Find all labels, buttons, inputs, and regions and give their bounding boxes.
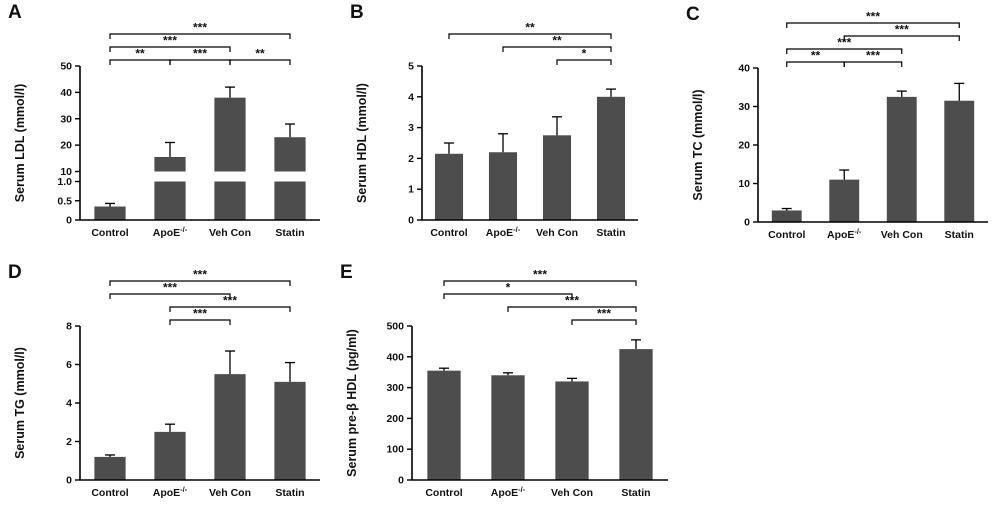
svg-text:8: 8: [66, 321, 72, 333]
svg-text:Control: Control: [91, 227, 128, 239]
svg-text:*: *: [582, 47, 587, 61]
svg-text:0: 0: [66, 215, 72, 227]
svg-text:2: 2: [408, 153, 414, 165]
svg-text:***: ***: [193, 268, 207, 282]
panel-label-a: A: [8, 2, 22, 23]
svg-text:***: ***: [193, 47, 207, 61]
svg-text:Serum pre-β HDL (pg/ml): Serum pre-β HDL (pg/ml): [345, 329, 359, 477]
chart-panel-c: C 0 10 20 30 40 Control ApoE-/- Veh Con Statin Se…: [686, 2, 1002, 258]
svg-text:***: ***: [163, 34, 177, 48]
svg-text:**: **: [552, 34, 562, 48]
svg-text:ApoE-/-: ApoE-/-: [153, 485, 188, 499]
svg-text:Veh Con: Veh Con: [209, 227, 251, 239]
svg-text:1: 1: [408, 184, 414, 196]
svg-text:200: 200: [386, 413, 404, 425]
svg-text:Statin: Statin: [275, 487, 304, 499]
panel-label-d: D: [8, 262, 22, 283]
svg-text:50: 50: [60, 61, 72, 73]
svg-text:0: 0: [408, 215, 414, 227]
chart-panel-e: E 0 100 200 300 400 500 Control ApoE-/- Veh Con S…: [340, 260, 682, 516]
svg-text:**: **: [255, 47, 265, 61]
svg-text:30: 30: [738, 101, 750, 113]
svg-text:0.5: 0.5: [57, 195, 72, 207]
svg-text:Statin: Statin: [945, 229, 974, 241]
chart-svg-e: 0 100 200 300 400 500 Control ApoE-/- Veh Con Sta…: [345, 268, 668, 499]
svg-text:ApoE-/-: ApoE-/-: [486, 225, 521, 239]
chart-panel-b: B 0 1 2 3 4 5 Control ApoE-/- Veh Con Statin Serum…: [350, 0, 652, 256]
svg-text:Veh Con: Veh Con: [881, 229, 923, 241]
svg-text:ApoE-/-: ApoE-/-: [153, 225, 188, 239]
svg-text:6: 6: [66, 359, 72, 371]
svg-text:**: **: [525, 21, 535, 35]
svg-text:2: 2: [66, 436, 72, 448]
panel-label-c: C: [686, 4, 700, 25]
svg-text:4: 4: [66, 398, 72, 410]
svg-text:20: 20: [738, 140, 750, 152]
svg-text:Control: Control: [91, 487, 128, 499]
svg-text:3: 3: [408, 122, 414, 134]
svg-text:ApoE-/-: ApoE-/-: [491, 485, 526, 499]
svg-text:***: ***: [223, 294, 237, 308]
svg-text:Serum HDL (mmol/l): Serum HDL (mmol/l): [355, 83, 369, 203]
svg-text:Veh Con: Veh Con: [536, 227, 578, 239]
chart-svg-b: 0 1 2 3 4 5 Control ApoE-/- Veh Con Statin Serum H…: [355, 21, 638, 239]
svg-text:0: 0: [66, 475, 72, 487]
svg-text:500: 500: [386, 321, 404, 333]
svg-text:Statin: Statin: [621, 487, 650, 499]
svg-text:***: ***: [163, 281, 177, 295]
svg-text:30: 30: [60, 113, 72, 125]
svg-text:***: ***: [866, 49, 880, 63]
svg-text:Control: Control: [768, 229, 805, 241]
svg-text:Control: Control: [425, 487, 462, 499]
svg-text:***: ***: [866, 10, 880, 24]
svg-text:Veh Con: Veh Con: [551, 487, 593, 499]
chart-panel-a: A 0 0.5 1.0 10 20 30 40 50 Control ApoE-/- Veh Con…: [8, 0, 334, 256]
svg-text:***: ***: [837, 36, 851, 50]
chart-svg-a: 0 0.5 1.010 20 30 40 50 Control ApoE-/- Veh Con St…: [13, 21, 320, 239]
svg-text:***: ***: [193, 21, 207, 35]
svg-text:10: 10: [60, 166, 72, 178]
svg-text:***: ***: [533, 268, 547, 282]
svg-text:**: **: [811, 49, 821, 63]
svg-text:Veh Con: Veh Con: [209, 487, 251, 499]
svg-text:40: 40: [60, 87, 72, 99]
svg-text:1.0: 1.0: [57, 176, 72, 188]
svg-text:Statin: Statin: [596, 227, 625, 239]
svg-text:10: 10: [738, 178, 750, 190]
chart-svg-c: 0 10 20 30 40 Control ApoE-/- Veh Con Statin Seru…: [691, 10, 988, 241]
svg-text:***: ***: [597, 307, 611, 321]
svg-text:5: 5: [408, 61, 414, 73]
svg-text:Serum TG (mmol/l): Serum TG (mmol/l): [13, 347, 27, 459]
svg-text:40: 40: [738, 63, 750, 75]
svg-text:Control: Control: [430, 227, 467, 239]
svg-text:20: 20: [60, 140, 72, 152]
svg-text:0: 0: [744, 217, 750, 229]
svg-text:0: 0: [398, 475, 404, 487]
panel-label-e: E: [340, 262, 353, 283]
svg-text:***: ***: [565, 294, 579, 308]
svg-text:**: **: [135, 47, 145, 61]
svg-text:100: 100: [386, 444, 404, 456]
svg-text:*: *: [506, 281, 511, 295]
chart-panel-d: D 0 2 4 6 8 Control ApoE-/- Veh Con Statin Serum …: [8, 260, 334, 516]
svg-text:300: 300: [386, 382, 404, 394]
chart-svg-d: 0 2 4 6 8 Control ApoE-/- Veh Con Statin Serum TG…: [13, 268, 320, 499]
svg-text:4: 4: [408, 91, 414, 103]
panel-label-b: B: [350, 2, 364, 23]
svg-text:Statin: Statin: [275, 227, 304, 239]
svg-text:Serum LDL (mmol/l): Serum LDL (mmol/l): [13, 84, 27, 203]
svg-text:400: 400: [386, 351, 404, 363]
svg-text:Serum TC (mmol/l): Serum TC (mmol/l): [691, 89, 705, 200]
svg-text:***: ***: [895, 23, 909, 37]
svg-text:***: ***: [193, 307, 207, 321]
svg-text:ApoE-/-: ApoE-/-: [827, 227, 862, 241]
